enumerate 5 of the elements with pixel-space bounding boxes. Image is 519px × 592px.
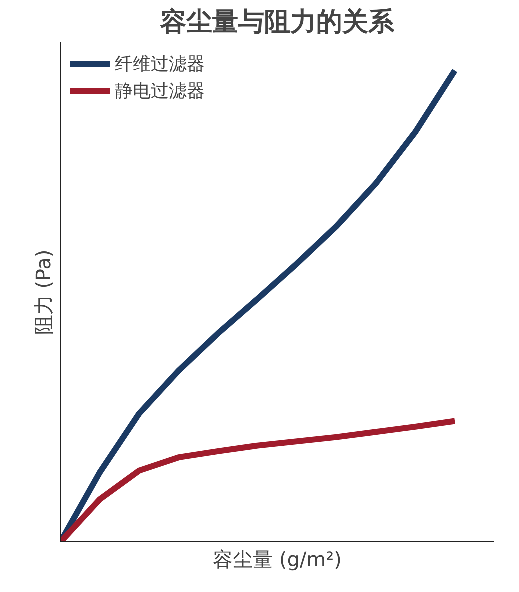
x-axis-title: 容尘量 (g/m²)	[213, 548, 342, 572]
y-axis-title: 阻力 (Pa)	[32, 250, 56, 336]
legend-label: 纤维过滤器	[115, 53, 205, 76]
legend-label: 静电过滤器	[115, 80, 205, 103]
chart-title: 容尘量与阻力的关系	[160, 8, 396, 38]
